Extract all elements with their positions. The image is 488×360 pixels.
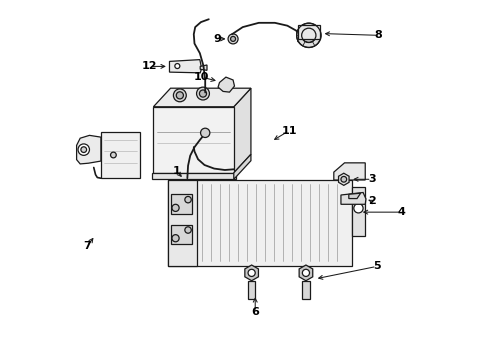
Polygon shape [333, 163, 365, 180]
Polygon shape [348, 193, 360, 199]
Polygon shape [338, 173, 348, 185]
Text: 8: 8 [374, 30, 382, 40]
Bar [167, 180, 197, 266]
Circle shape [196, 87, 209, 100]
Polygon shape [218, 77, 234, 92]
Circle shape [301, 28, 315, 42]
Text: 9: 9 [213, 34, 221, 44]
Circle shape [172, 204, 179, 211]
Circle shape [200, 128, 209, 138]
Circle shape [199, 90, 206, 97]
Text: 1: 1 [172, 166, 180, 176]
Bar [247, 281, 255, 299]
Bar [167, 180, 351, 266]
Circle shape [340, 176, 346, 182]
Polygon shape [299, 265, 312, 281]
Circle shape [175, 64, 180, 68]
Polygon shape [244, 265, 258, 281]
Circle shape [184, 227, 191, 233]
Circle shape [302, 269, 309, 276]
Circle shape [110, 152, 116, 158]
Circle shape [176, 92, 183, 99]
Circle shape [172, 235, 179, 242]
Text: 2: 2 [367, 197, 375, 206]
Polygon shape [200, 65, 206, 70]
Circle shape [173, 89, 186, 102]
Polygon shape [153, 88, 250, 107]
Text: 11: 11 [281, 126, 296, 136]
Bar [171, 225, 192, 244]
Bar [151, 173, 235, 179]
Polygon shape [77, 135, 101, 164]
Text: 12: 12 [142, 62, 157, 71]
Polygon shape [233, 88, 250, 173]
Text: 3: 3 [367, 174, 375, 184]
Bar [101, 132, 140, 178]
Text: 6: 6 [251, 307, 259, 317]
Circle shape [247, 269, 255, 276]
Circle shape [296, 23, 320, 48]
Circle shape [353, 204, 363, 213]
Bar [153, 107, 233, 173]
Circle shape [81, 147, 86, 153]
Circle shape [227, 34, 238, 44]
Bar [171, 194, 192, 214]
Circle shape [184, 197, 191, 203]
Polygon shape [169, 60, 201, 73]
Text: 5: 5 [372, 261, 380, 271]
Circle shape [78, 144, 89, 156]
Text: 10: 10 [194, 72, 209, 82]
Text: 4: 4 [397, 207, 405, 217]
Text: 7: 7 [83, 241, 91, 251]
Bar [302, 281, 309, 299]
Bar [298, 24, 319, 39]
Polygon shape [233, 154, 250, 179]
Polygon shape [340, 193, 365, 204]
Circle shape [230, 36, 235, 41]
Polygon shape [351, 187, 365, 236]
